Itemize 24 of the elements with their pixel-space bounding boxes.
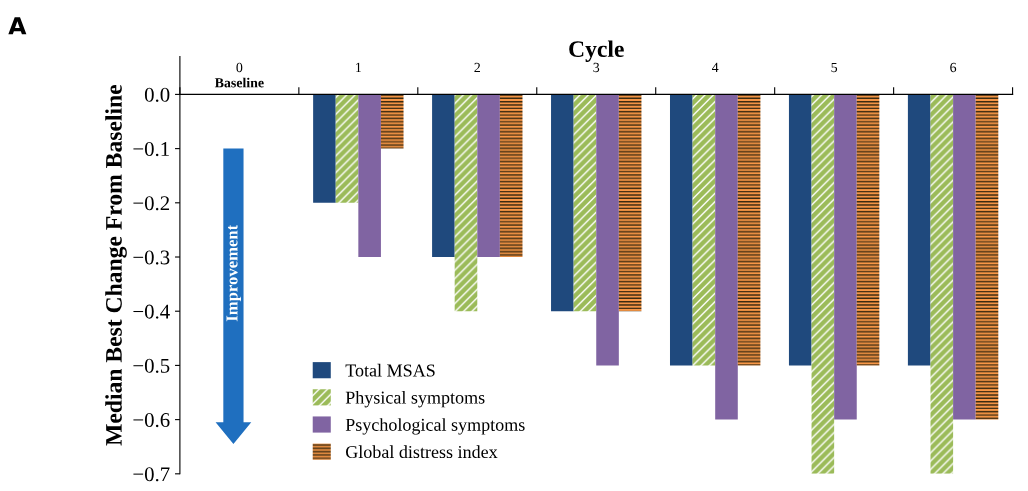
x-tick-label: 2	[474, 62, 480, 72]
x-tick-label: 4	[711, 62, 719, 72]
y-tick-label: −0.3	[133, 250, 170, 265]
legend-label: Total MSAS	[345, 363, 435, 377]
legend-label: Psychological symptoms	[345, 418, 525, 435]
y-tick-label: 0.0	[144, 87, 170, 102]
x-axis-title: Cycle	[569, 40, 624, 62]
y-tick-label: −0.6	[133, 412, 170, 428]
x-tick-label: 0	[236, 62, 243, 73]
y-tick-label: −0.1	[133, 141, 169, 157]
x-tick-label: 5	[831, 62, 838, 73]
x-tick-label: 6	[950, 62, 957, 73]
y-tick-label: −0.7	[133, 467, 170, 482]
annotation: Improvement	[226, 224, 241, 322]
y-tick-label: −0.2	[133, 196, 170, 211]
x-tick-label: 3	[593, 62, 600, 73]
annotation: Baseline	[214, 77, 264, 88]
y-tick-label: −0.4	[133, 304, 170, 319]
y-tick-label: −0.5	[133, 358, 170, 373]
legend-label: Global distress index	[345, 445, 498, 459]
y-axis-title: Median Best Change From Baseline	[105, 84, 127, 446]
legend-label: Physical symptoms	[345, 390, 485, 408]
text: A	[8, 17, 27, 35]
x-tick-label: 1	[356, 62, 361, 72]
